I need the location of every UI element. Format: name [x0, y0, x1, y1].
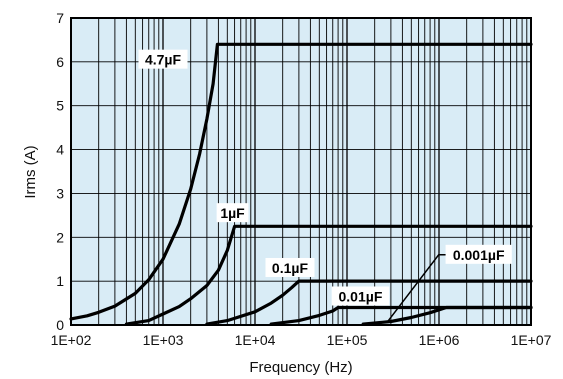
curve-label-3: 0.01µF: [339, 288, 383, 304]
series-line-1: [124, 224, 533, 326]
x-tick-label: 1E+06: [419, 332, 460, 348]
y-tick-label: 2: [56, 229, 64, 245]
x-axis-title: Frequency (Hz): [249, 359, 352, 376]
x-tick-label: 1E+05: [327, 332, 368, 348]
y-tick-label: 0: [56, 317, 64, 333]
series-lines: [69, 42, 533, 326]
curve-label-0: 4.7µF: [145, 52, 182, 68]
y-tick-label: 5: [56, 98, 64, 114]
x-tick-labels: 1E+02 1E+03 1E+04 1E+05 1E+06 1E+07: [51, 332, 552, 348]
curve-label-background: [445, 244, 512, 264]
series-line-3: [269, 305, 533, 326]
y-tick-label: 4: [56, 142, 64, 158]
series-line-4: [361, 305, 533, 326]
y-tick-label: 1: [56, 273, 64, 289]
plot-frame: [70, 17, 532, 326]
y-tick-label: 7: [56, 10, 64, 26]
y-tick-labels: 0 1 2 3 4 5 6 7: [56, 10, 64, 333]
series-line-0: [69, 42, 533, 321]
x-tick-label: 1E+04: [235, 332, 276, 348]
curve-labels: 4.7µF 1µF 0.1µF 0.01µF 0.001µF: [138, 49, 512, 324]
curve-label-background: [216, 203, 249, 223]
curve-label-1: 1µF: [220, 205, 245, 221]
y-tick-label: 3: [56, 185, 64, 201]
x-tick-label: 1E+07: [511, 332, 552, 348]
y-tick-label: 6: [56, 54, 64, 70]
curve-label-2: 0.1µF: [272, 260, 309, 276]
series-line-2: [205, 279, 533, 326]
x-tick-label: 1E+02: [51, 332, 92, 348]
curve-label-4: 0.001µF: [453, 247, 505, 263]
curve-label-background: [331, 286, 390, 306]
curve-label-background: [138, 49, 188, 69]
curve-label-background: [265, 257, 315, 277]
x-tick-label: 1E+03: [143, 332, 184, 348]
y-axis-title: Irms (A): [22, 145, 39, 198]
